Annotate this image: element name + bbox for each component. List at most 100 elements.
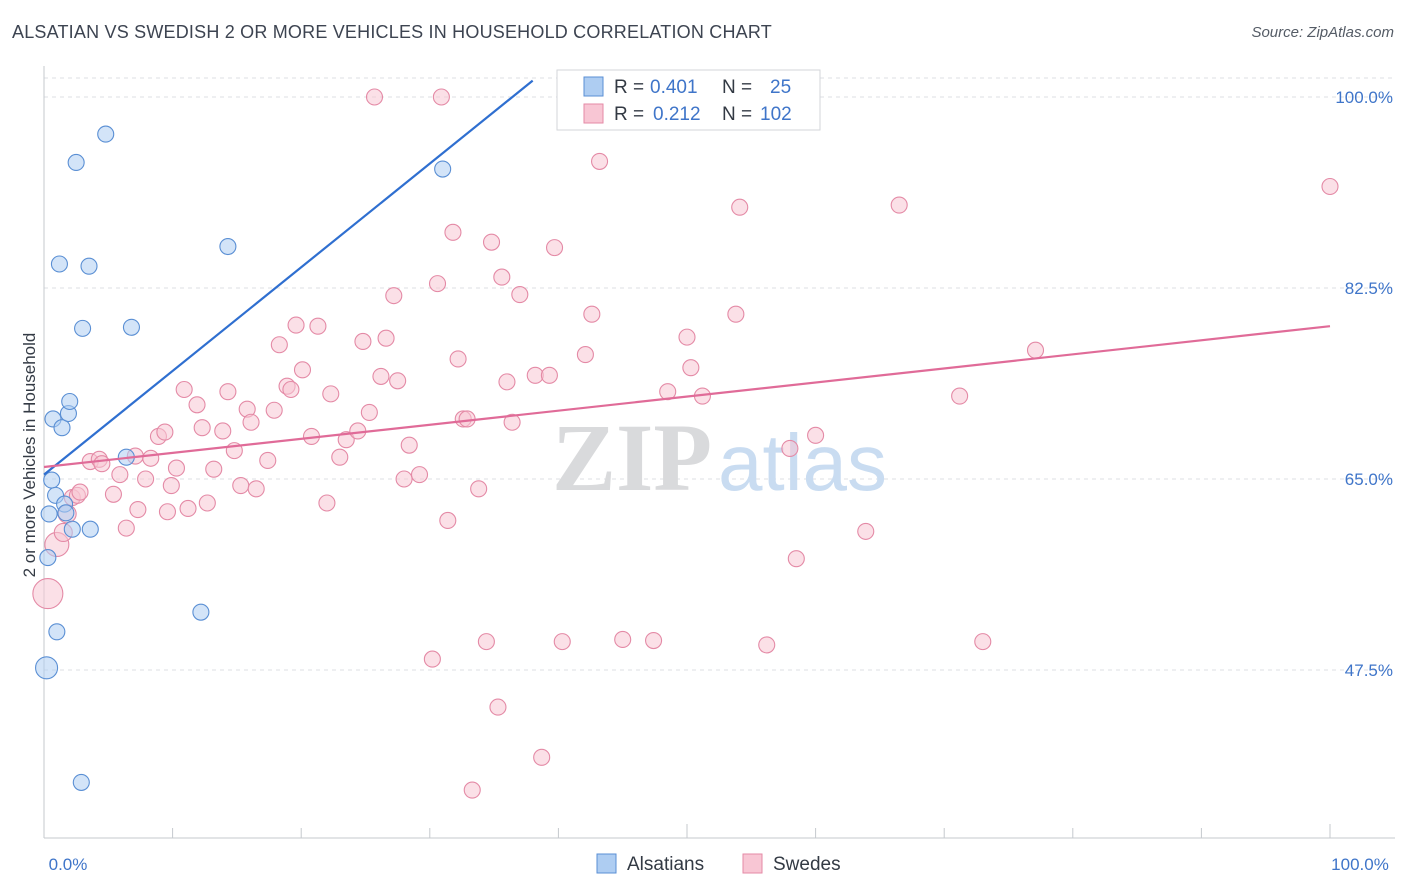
- x-tick-label-1: 100.0%: [1331, 855, 1389, 874]
- swede-point-70: [482, 233, 501, 251]
- swede-point-27: [205, 460, 223, 478]
- swede-point-31: [232, 476, 250, 495]
- swede-point-91: [731, 198, 749, 216]
- swede-point-41: [293, 361, 312, 379]
- swede-point-72: [493, 268, 511, 286]
- bottom-legend-swatch-alsatians: [596, 853, 617, 874]
- swede-point-14: [129, 501, 147, 519]
- swede-point-36: [265, 401, 283, 419]
- swede-point-47: [337, 431, 355, 449]
- swede-point-18: [156, 423, 174, 441]
- y-tick-label-1: 65.0%: [1345, 470, 1393, 489]
- swede-point-94: [787, 550, 805, 568]
- trend-lines: [43, 79, 1331, 476]
- swede-point-10: [104, 485, 122, 503]
- swede-point-95: [807, 426, 825, 444]
- swede-point-77: [533, 748, 551, 766]
- watermark-zip: ZIP: [552, 404, 712, 511]
- swede-point-83: [591, 152, 609, 170]
- swede-point-61: [432, 88, 450, 106]
- swede-point-96: [857, 522, 875, 540]
- alsatian-point-14: [67, 153, 85, 172]
- swede-point-54: [385, 287, 403, 305]
- swede-point-37: [270, 336, 288, 354]
- swede-point-34: [247, 480, 265, 498]
- alsatian-point-22: [192, 603, 210, 621]
- swede-trend-line: [43, 325, 1331, 469]
- data-points: [32, 88, 1339, 799]
- swede-point-58: [410, 466, 429, 484]
- swede-point-59: [423, 650, 441, 668]
- swede-point-81: [576, 346, 594, 364]
- alsatian-point-6: [48, 623, 66, 641]
- bottom-legend-swatch-swedes: [742, 853, 763, 874]
- swede-point-21: [167, 459, 186, 477]
- legend-box: R = 0.401 N = 25 R = 0.212 N = 102: [556, 69, 821, 131]
- swede-point-68: [470, 480, 488, 498]
- legend-swatch-swedes: [583, 103, 604, 124]
- alsatian-trend-line: [43, 79, 534, 476]
- swede-point-49: [354, 332, 372, 351]
- swede-point-71: [489, 698, 507, 716]
- swede-point-44: [318, 494, 336, 512]
- grid-lines: [44, 77, 1395, 671]
- alsatian-point-10: [57, 504, 75, 522]
- swede-point-75: [511, 285, 529, 304]
- chart-source: Source: ZipAtlas.com: [1251, 24, 1394, 41]
- x-tick-labels: 0.0% 100.0%: [49, 855, 1389, 874]
- alsatian-point-17: [80, 257, 98, 275]
- watermark-atlas: atlas: [718, 418, 887, 507]
- alsatian-point-23: [219, 237, 237, 256]
- y-tick-label-0: 47.5%: [1345, 661, 1393, 680]
- swede-point-60: [428, 275, 447, 293]
- alsatian-point-16: [74, 319, 92, 337]
- swede-point-99: [974, 633, 992, 651]
- y-axis-label: 2 or more Vehicles in Household: [20, 333, 39, 578]
- swede-point-101: [1321, 177, 1339, 196]
- swede-point-57: [400, 436, 418, 454]
- swede-point-64: [449, 350, 467, 368]
- alsatian-point-1: [39, 549, 57, 567]
- swede-point-56: [395, 470, 413, 488]
- swede-point-87: [678, 328, 696, 346]
- swede-point-24: [188, 396, 206, 414]
- swede-point-43: [309, 317, 327, 335]
- swede-point-53: [377, 329, 395, 347]
- swede-point-73: [498, 373, 516, 391]
- bottom-legend-alsatians: Alsatians: [627, 854, 704, 875]
- swede-point-26: [198, 494, 216, 512]
- swede-point-63: [444, 223, 462, 241]
- swede-point-100: [1026, 341, 1045, 359]
- swede-point-39: [282, 380, 300, 399]
- alsatian-point-0: [35, 656, 59, 680]
- swede-point-6: [71, 483, 89, 501]
- y-tick-label-2: 82.5%: [1345, 279, 1393, 298]
- swede-point-45: [322, 385, 340, 403]
- legend-n-label-1: N =: [722, 77, 752, 98]
- swede-point-29: [219, 383, 237, 401]
- swede-point-46: [331, 448, 349, 466]
- swede-point-79: [545, 239, 564, 257]
- swede-point-67: [463, 781, 481, 799]
- swede-point-20: [162, 476, 180, 495]
- swede-point-55: [389, 372, 407, 390]
- chart-title: ALSATIAN VS SWEDISH 2 OR MORE VEHICLES I…: [12, 22, 772, 42]
- watermark: ZIP atlas: [552, 404, 887, 511]
- swede-point-74: [503, 413, 521, 431]
- swede-point-23: [179, 499, 197, 518]
- legend-r-value-swedes: 0.212: [653, 104, 701, 125]
- swede-point-82: [583, 305, 601, 323]
- alsatian-point-15: [72, 773, 90, 791]
- swede-point-35: [259, 451, 277, 469]
- legend-r-value-alsatians: 0.401: [650, 77, 698, 98]
- swede-point-69: [477, 633, 495, 651]
- bottom-legend-swedes: Swedes: [773, 854, 841, 875]
- swede-point-90: [727, 305, 745, 323]
- swede-point-88: [682, 359, 700, 377]
- legend-n-label-2: N =: [722, 104, 752, 125]
- swede-point-0: [32, 578, 64, 610]
- swede-point-80: [553, 633, 571, 651]
- alsatian-point-7: [50, 255, 68, 273]
- swede-point-19: [158, 503, 177, 521]
